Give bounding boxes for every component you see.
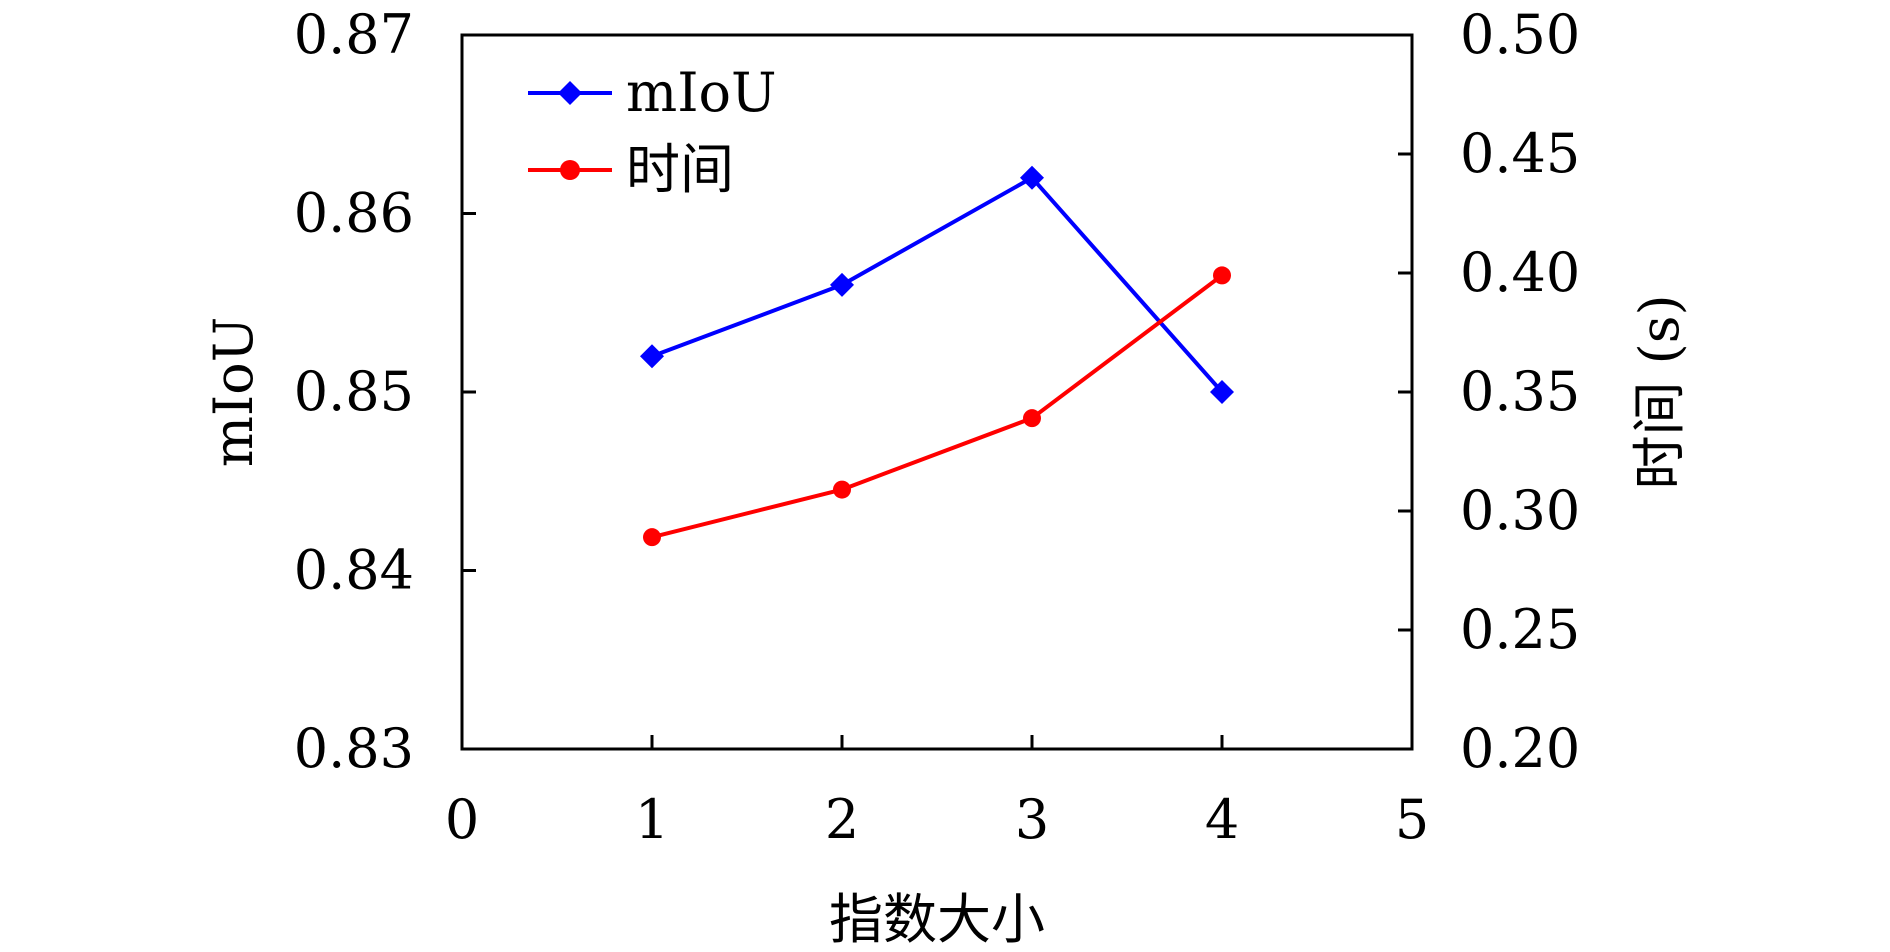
x-tick-label: 2 bbox=[825, 788, 859, 851]
legend: mIoU 时间 bbox=[528, 61, 777, 201]
x-tick-label: 1 bbox=[635, 788, 669, 851]
left-axis-title: mIoU bbox=[202, 317, 265, 468]
series-0-point bbox=[1020, 165, 1044, 190]
left-tick-label: 0.86 bbox=[294, 182, 414, 245]
x-tick-label: 5 bbox=[1395, 788, 1429, 851]
left-tick-label: 0.87 bbox=[294, 3, 414, 66]
series-0-point bbox=[1210, 380, 1234, 404]
right-tick-label: 0.30 bbox=[1460, 479, 1580, 542]
series-0-point bbox=[640, 344, 664, 369]
left-tick-label: 0.84 bbox=[294, 539, 414, 602]
bottom-axis-ticks: 0 1 2 3 4 5 bbox=[445, 735, 1429, 851]
x-tick-label: 4 bbox=[1205, 788, 1239, 851]
plot-frame bbox=[460, 33, 1414, 751]
series-1-point bbox=[1213, 266, 1231, 285]
left-axis-ticks: 0.83 0.84 0.85 0.86 0.87 bbox=[294, 3, 476, 780]
series-1-point bbox=[643, 528, 661, 547]
x-tick-label: 0 bbox=[445, 788, 479, 851]
series-1-point bbox=[1023, 409, 1041, 428]
left-tick-label: 0.85 bbox=[294, 360, 414, 423]
series-line-1 bbox=[651, 273, 1224, 540]
legend-label-miou: mIoU bbox=[626, 61, 777, 124]
right-tick-label: 0.40 bbox=[1460, 241, 1580, 304]
left-tick-label: 0.83 bbox=[294, 717, 414, 780]
series-layer bbox=[640, 165, 1234, 547]
right-tick-label: 0.35 bbox=[1460, 360, 1580, 423]
series-line-0 bbox=[651, 175, 1224, 394]
series-1-point bbox=[833, 480, 851, 499]
legend-marker-miou bbox=[558, 81, 582, 105]
x-axis-title: 指数大小 bbox=[829, 888, 1045, 951]
right-axis-title: 时间 (s) bbox=[1628, 294, 1691, 489]
series-0-point bbox=[830, 272, 854, 297]
right-tick-label: 0.25 bbox=[1460, 598, 1580, 661]
right-axis-ticks: 0.20 0.25 0.30 0.35 0.40 0.45 0.50 bbox=[1398, 3, 1580, 780]
right-tick-label: 0.45 bbox=[1460, 122, 1580, 185]
legend-label-time: 时间 bbox=[626, 138, 734, 201]
right-tick-label: 0.20 bbox=[1460, 717, 1580, 780]
legend-marker-time bbox=[560, 160, 580, 180]
right-tick-label: 0.50 bbox=[1460, 3, 1580, 66]
x-tick-label: 3 bbox=[1015, 788, 1049, 851]
